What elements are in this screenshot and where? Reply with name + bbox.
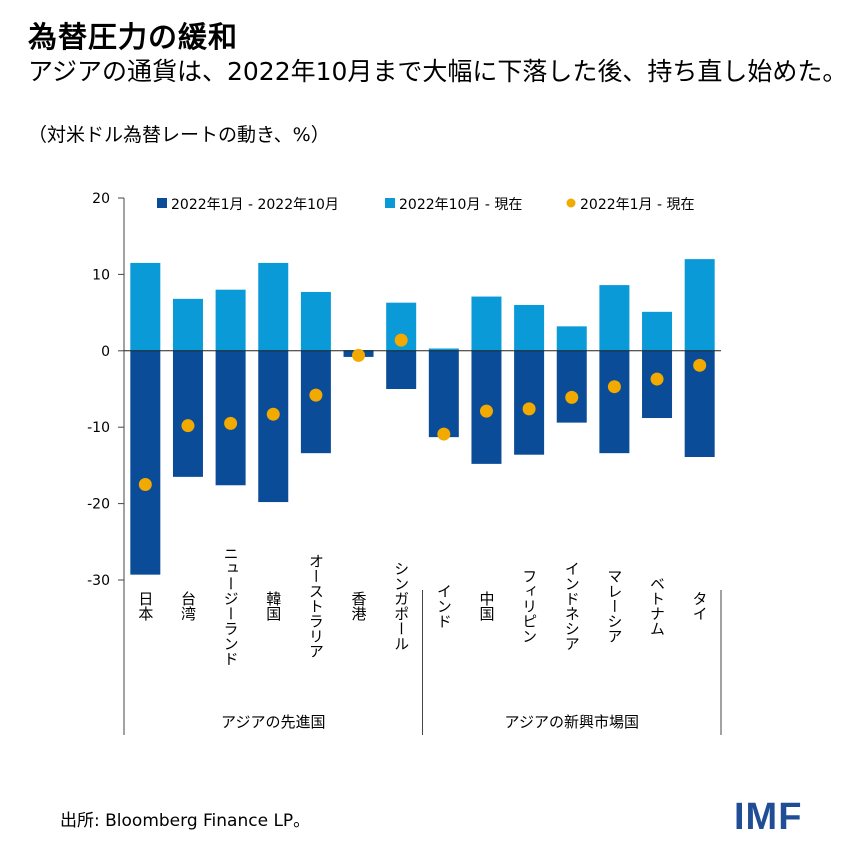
category-label: インド xyxy=(435,584,453,629)
group-label: アジアの先進国 xyxy=(221,713,325,731)
dot-4-jan-now xyxy=(266,407,280,421)
legend-marker xyxy=(566,198,576,208)
y-tick-label: 0 xyxy=(101,344,110,360)
category-label: ベトナム xyxy=(648,576,666,636)
y-tick-label: 10 xyxy=(92,267,110,283)
category-label: マレーシア xyxy=(605,569,623,644)
imf-logo: IMF xyxy=(734,796,803,838)
dot-7-jan-now xyxy=(394,333,408,347)
bar-2-oct-now xyxy=(172,298,203,351)
category-label: シンガポール xyxy=(392,561,410,651)
legend-marker xyxy=(385,198,395,208)
bar-11-oct-now xyxy=(556,326,587,351)
y-tick-label: -30 xyxy=(87,573,110,589)
bar-12-oct-now xyxy=(599,285,630,351)
category-label: タイ xyxy=(691,591,709,621)
category-label: 日本 xyxy=(136,591,154,621)
category-label: 香港 xyxy=(350,591,368,621)
category-label: 台湾 xyxy=(179,591,197,621)
category-label: フィリピン xyxy=(520,569,538,644)
legend-label: 2022年1月 - 2022年10月 xyxy=(171,197,339,213)
category-label: 韓国 xyxy=(264,591,282,621)
dot-12-jan-now xyxy=(607,380,621,394)
dot-9-jan-now xyxy=(479,404,493,418)
category-label: オーストラリア xyxy=(307,554,325,659)
dot-1-jan-now xyxy=(138,478,152,491)
dot-2-jan-now xyxy=(181,419,195,433)
chart-subtitle: アジアの通貨は、2022年10月まで大幅に下落した後、持ち直し始めた。 xyxy=(28,57,848,86)
bar-11-jan-oct xyxy=(556,350,587,423)
bar-8-jan-oct xyxy=(428,350,459,438)
bar-7-jan-oct xyxy=(386,350,417,389)
y-tick-label: -10 xyxy=(87,420,110,436)
bar-5-oct-now xyxy=(300,291,331,351)
dot-3-jan-now xyxy=(224,416,238,430)
dot-5-jan-now xyxy=(309,388,323,402)
bar-1-oct-now xyxy=(130,262,161,351)
legend-label: 2022年10月 - 現在 xyxy=(399,197,522,213)
category-label: インドネシア xyxy=(563,561,581,651)
bar-9-oct-now xyxy=(471,296,502,351)
group-label: アジアの新興市場国 xyxy=(505,713,639,731)
chart-title: 為替圧力の緩和 xyxy=(28,20,239,54)
dot-10-jan-now xyxy=(522,402,536,416)
bar-10-oct-now xyxy=(514,304,545,351)
dot-14-jan-now xyxy=(693,358,707,372)
legend-marker xyxy=(157,198,167,208)
dot-13-jan-now xyxy=(650,372,664,386)
bar-4-oct-now xyxy=(258,262,289,351)
legend-label: 2022年1月 - 現在 xyxy=(580,197,695,213)
bar-4-jan-oct xyxy=(258,350,289,503)
bar-5-jan-oct xyxy=(300,350,331,454)
source-note: 出所: Bloomberg Finance LP。 xyxy=(60,811,311,831)
y-tick-label: -20 xyxy=(87,497,110,513)
chart-units: （対米ドル為替レートの動き、%） xyxy=(28,124,330,146)
bar-2-jan-oct xyxy=(172,350,203,477)
y-tick-label: 20 xyxy=(92,191,110,207)
bar-13-oct-now xyxy=(642,311,673,351)
bar-14-oct-now xyxy=(684,259,715,351)
bar-8-oct-now xyxy=(428,348,459,351)
category-label: 中国 xyxy=(477,591,495,621)
dot-8-jan-now xyxy=(437,427,451,441)
bar-1-jan-oct xyxy=(130,350,161,575)
dot-6-jan-now xyxy=(352,348,366,362)
bar-3-oct-now xyxy=(215,289,246,351)
dot-11-jan-now xyxy=(565,390,579,404)
bar-12-jan-oct xyxy=(599,350,630,454)
category-label: ニュージーランド xyxy=(222,546,240,666)
